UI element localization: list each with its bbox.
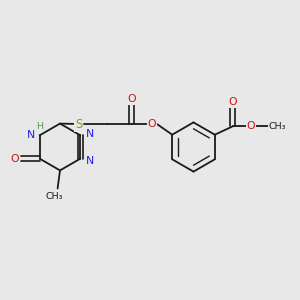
Text: H: H: [36, 122, 43, 131]
Text: N: N: [26, 130, 34, 140]
Text: O: O: [148, 119, 156, 129]
Text: O: O: [247, 121, 255, 131]
Text: S: S: [75, 118, 82, 131]
Text: O: O: [128, 94, 136, 104]
Text: O: O: [229, 97, 237, 107]
Text: O: O: [11, 154, 20, 164]
Text: N: N: [86, 155, 94, 166]
Text: CH₃: CH₃: [268, 122, 286, 131]
Text: N: N: [86, 128, 94, 139]
Text: CH₃: CH₃: [46, 192, 63, 201]
